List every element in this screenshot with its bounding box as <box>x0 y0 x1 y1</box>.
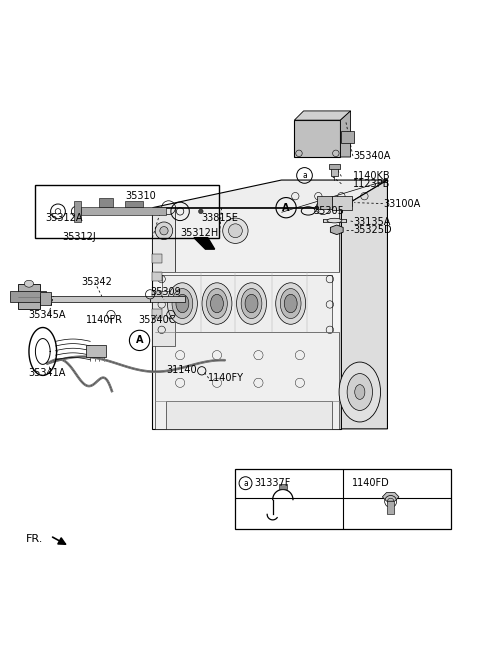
Text: FR.: FR. <box>26 534 43 544</box>
Polygon shape <box>331 167 338 176</box>
Polygon shape <box>332 196 351 210</box>
Ellipse shape <box>206 289 228 318</box>
Text: 1140KB: 1140KB <box>353 172 391 181</box>
Polygon shape <box>330 225 343 234</box>
Ellipse shape <box>228 224 242 238</box>
Text: 35312H: 35312H <box>180 227 218 238</box>
Bar <box>235 470 451 529</box>
Text: 1140FR: 1140FR <box>85 315 122 325</box>
Polygon shape <box>153 291 162 300</box>
Text: 35310: 35310 <box>126 191 156 201</box>
Polygon shape <box>153 180 387 208</box>
Polygon shape <box>383 493 399 501</box>
Ellipse shape <box>276 283 306 324</box>
Ellipse shape <box>339 362 381 422</box>
Text: 1123PB: 1123PB <box>353 179 390 189</box>
Polygon shape <box>99 198 113 207</box>
Ellipse shape <box>211 294 223 312</box>
Text: 33135A: 33135A <box>353 217 390 227</box>
Text: A: A <box>136 335 144 345</box>
Ellipse shape <box>245 294 258 312</box>
Polygon shape <box>153 253 162 263</box>
Polygon shape <box>166 402 332 429</box>
Polygon shape <box>323 219 346 223</box>
Polygon shape <box>281 180 387 212</box>
Polygon shape <box>294 120 340 157</box>
Text: a: a <box>243 479 248 488</box>
Polygon shape <box>162 274 332 332</box>
Text: 35305: 35305 <box>314 206 345 216</box>
Ellipse shape <box>172 289 193 318</box>
Circle shape <box>199 209 203 214</box>
Polygon shape <box>341 131 354 143</box>
Text: A: A <box>282 202 290 213</box>
Polygon shape <box>81 207 166 215</box>
Polygon shape <box>85 345 107 357</box>
Bar <box>35 185 219 238</box>
Polygon shape <box>125 201 143 207</box>
Ellipse shape <box>202 283 232 324</box>
Polygon shape <box>279 485 287 489</box>
Polygon shape <box>153 208 176 272</box>
Polygon shape <box>340 111 350 157</box>
Ellipse shape <box>284 294 297 312</box>
Ellipse shape <box>355 384 365 400</box>
Polygon shape <box>194 238 215 249</box>
Polygon shape <box>341 180 387 429</box>
Polygon shape <box>329 164 339 168</box>
Text: 35340A: 35340A <box>353 151 390 161</box>
Polygon shape <box>155 208 339 272</box>
Polygon shape <box>387 502 394 514</box>
Ellipse shape <box>223 218 248 244</box>
Text: 35342: 35342 <box>81 277 112 288</box>
Ellipse shape <box>155 222 173 240</box>
Text: 31140: 31140 <box>166 365 197 375</box>
Polygon shape <box>74 201 81 221</box>
Text: 35312A: 35312A <box>46 213 83 223</box>
Text: a: a <box>302 171 307 180</box>
Polygon shape <box>155 332 339 429</box>
Ellipse shape <box>168 283 197 324</box>
Ellipse shape <box>160 227 168 235</box>
Polygon shape <box>317 196 332 208</box>
Polygon shape <box>153 309 162 318</box>
Ellipse shape <box>327 218 342 223</box>
Text: 35309: 35309 <box>150 286 181 297</box>
Polygon shape <box>39 293 51 305</box>
Ellipse shape <box>241 289 262 318</box>
Text: 35345A: 35345A <box>28 310 66 320</box>
Polygon shape <box>153 208 341 429</box>
Polygon shape <box>10 291 47 302</box>
Text: 31337F: 31337F <box>254 478 290 488</box>
Text: 1140FD: 1140FD <box>352 478 390 488</box>
Ellipse shape <box>347 373 372 411</box>
Text: 35341A: 35341A <box>28 367 65 378</box>
Ellipse shape <box>280 289 301 318</box>
Polygon shape <box>153 272 162 282</box>
Text: 33100A: 33100A <box>383 198 420 208</box>
Text: 33815E: 33815E <box>201 213 238 223</box>
Text: 35325D: 35325D <box>353 225 392 234</box>
Ellipse shape <box>237 283 266 324</box>
Ellipse shape <box>176 294 189 312</box>
Text: 35312J: 35312J <box>62 232 96 242</box>
Polygon shape <box>39 296 185 302</box>
Polygon shape <box>18 284 39 309</box>
Polygon shape <box>153 291 176 346</box>
Ellipse shape <box>24 280 34 287</box>
Polygon shape <box>328 199 351 206</box>
Text: 35340C: 35340C <box>139 315 176 325</box>
Text: 1140FY: 1140FY <box>208 373 244 383</box>
Polygon shape <box>294 111 350 120</box>
